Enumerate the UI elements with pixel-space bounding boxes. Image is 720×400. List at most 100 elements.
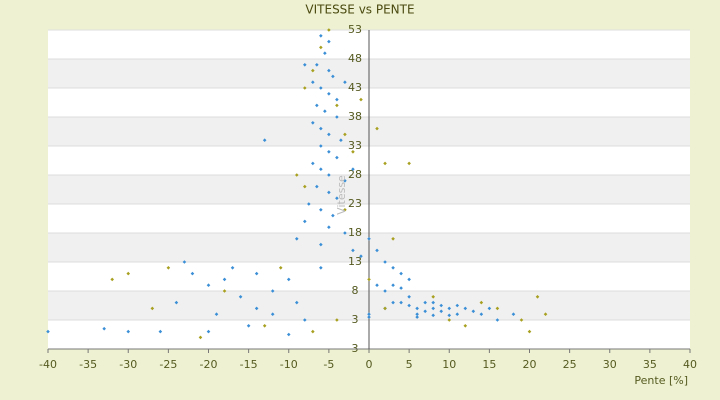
point <box>327 28 331 32</box>
point <box>307 202 311 206</box>
point <box>351 150 355 154</box>
point <box>383 289 387 293</box>
x-tick-label: 30 <box>603 358 617 371</box>
point <box>331 213 335 218</box>
point <box>222 289 227 293</box>
point <box>150 306 155 311</box>
point <box>415 315 419 319</box>
point <box>431 295 435 299</box>
point <box>270 312 275 316</box>
point <box>327 39 331 44</box>
point <box>543 312 548 316</box>
x-tick-label: -25 <box>159 358 177 371</box>
y-tick-label: 23 <box>348 197 362 210</box>
point <box>315 184 319 189</box>
point <box>463 306 468 311</box>
point <box>303 184 307 189</box>
point <box>335 196 339 200</box>
point <box>254 271 259 276</box>
y-tick-label: 43 <box>348 81 362 94</box>
x-tick-label: -30 <box>119 358 137 371</box>
point <box>339 138 343 142</box>
point <box>431 306 435 311</box>
x-tick-label: -5 <box>323 358 334 371</box>
point <box>327 150 331 154</box>
point <box>391 237 395 241</box>
point <box>327 68 331 73</box>
point <box>463 324 468 328</box>
point <box>335 115 339 119</box>
point <box>431 313 435 318</box>
x-tick-label: -35 <box>79 358 97 371</box>
x-tick-label: 35 <box>643 358 657 371</box>
point <box>303 63 307 67</box>
point <box>158 329 163 334</box>
x-tick-label: 15 <box>482 358 496 371</box>
point <box>126 329 131 334</box>
point <box>102 326 106 331</box>
x-tick-label: -40 <box>39 358 57 371</box>
point <box>375 248 379 253</box>
point <box>335 318 339 322</box>
point <box>383 306 387 311</box>
y-tick-label: 3 <box>352 313 359 326</box>
point <box>479 300 484 305</box>
point <box>351 167 355 171</box>
x-tick-label: 40 <box>683 358 697 371</box>
point <box>335 97 339 102</box>
point <box>319 266 323 270</box>
y-tick-label: 48 <box>348 52 362 65</box>
point <box>303 86 307 90</box>
point <box>423 300 427 305</box>
point <box>343 80 347 84</box>
point <box>303 219 307 224</box>
point <box>238 295 243 299</box>
point <box>343 231 347 235</box>
point <box>527 329 532 334</box>
point <box>303 318 307 322</box>
point <box>315 103 319 108</box>
point <box>399 300 403 305</box>
point <box>447 313 452 318</box>
chart-title: VITESSE vs PENTE <box>305 3 414 17</box>
point <box>343 132 347 137</box>
point <box>286 277 291 282</box>
point <box>359 254 363 258</box>
x-tick-label: -20 <box>200 358 218 371</box>
point <box>319 208 323 212</box>
point <box>110 277 114 282</box>
point <box>375 283 379 287</box>
point <box>319 242 323 247</box>
point <box>319 45 323 50</box>
point <box>206 329 211 334</box>
point <box>335 103 339 108</box>
point <box>399 286 403 290</box>
point <box>174 300 179 305</box>
point <box>343 179 347 183</box>
point <box>319 86 323 90</box>
point <box>214 312 219 316</box>
point <box>311 161 315 166</box>
point <box>351 248 355 253</box>
y-tick-label: 13 <box>348 255 362 268</box>
point <box>206 283 211 287</box>
point <box>495 318 500 322</box>
y-tick-label: 28 <box>348 168 362 181</box>
y-tick-label: 38 <box>348 110 362 123</box>
y-tick-label: 18 <box>348 226 362 239</box>
point <box>367 277 371 282</box>
point <box>327 92 331 96</box>
point <box>447 306 452 311</box>
point <box>535 295 540 299</box>
point <box>415 306 419 311</box>
point <box>294 300 299 305</box>
point <box>246 324 251 328</box>
point <box>323 51 327 55</box>
point <box>391 266 395 270</box>
point <box>423 309 427 314</box>
y-tick-label: 53 <box>348 23 362 36</box>
point <box>383 260 387 264</box>
point <box>46 329 50 334</box>
y-tick-label: 8 <box>352 284 359 297</box>
